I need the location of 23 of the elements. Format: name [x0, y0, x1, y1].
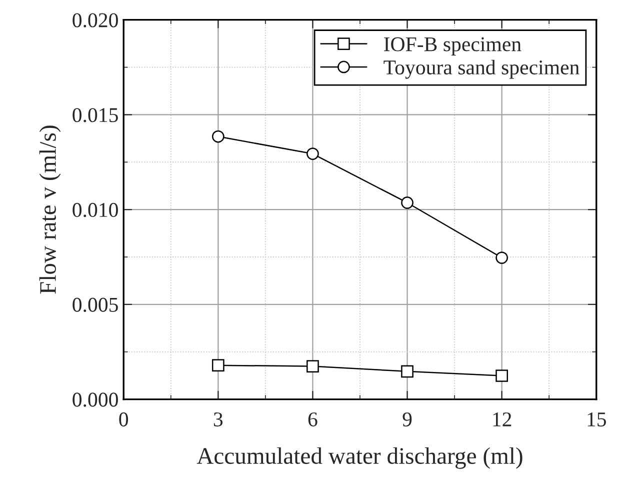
x-tick-label: 0 [119, 412, 128, 426]
x-tick-label: 15 [588, 412, 606, 426]
legend-label: IOF-B specimen [384, 37, 522, 56]
point [212, 130, 224, 143]
x-tick-label: 12 [493, 412, 512, 426]
y-tick-label: 0.010 [72, 202, 118, 218]
legend-label: Toyoura sand specimen [384, 60, 580, 79]
point [496, 252, 508, 264]
x-axis-title: Accumulated water discharge (ml) [196, 447, 522, 469]
point [306, 360, 319, 372]
point [401, 196, 414, 209]
point [306, 148, 319, 160]
y-tick-label: 0.020 [72, 13, 118, 28]
y-axis-title: Flow rate v (ml/s) [39, 126, 61, 294]
y-tick-label: 0.005 [72, 298, 118, 312]
x-tick-label: 9 [402, 412, 412, 426]
point [496, 370, 508, 382]
y-tick-label: 0.015 [72, 108, 118, 122]
x-tick-label: 6 [308, 412, 318, 426]
x-tick-label: 3 [214, 412, 223, 426]
point [212, 359, 224, 372]
y-tick-label: 0.000 [72, 392, 118, 407]
point [401, 365, 414, 378]
